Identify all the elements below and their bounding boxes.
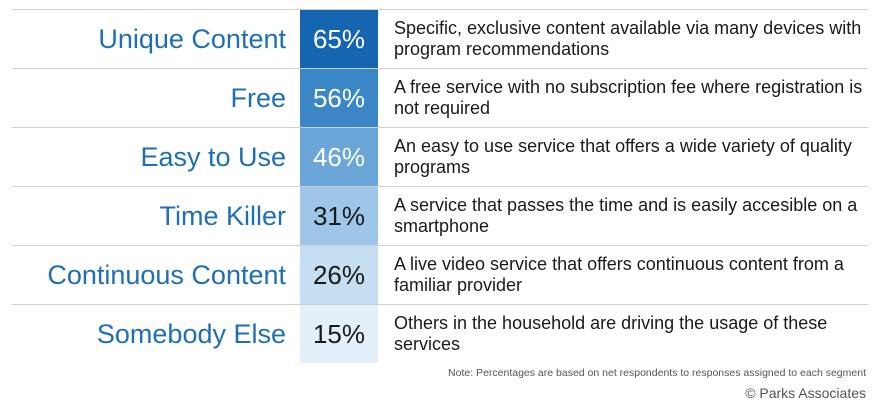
segment-label: Continuous Content [47,259,286,290]
table-row: Free 56% A free service with no subscripti… [12,68,868,127]
segment-description: A free service with no subscription fee … [394,77,863,118]
table-row: Unique Content 65% Specific, exclusive con… [12,9,868,68]
segment-description: A live video service that offers continu… [394,254,844,295]
table-row: Continuous Content 26% A live video servic… [12,245,868,304]
percentage-cell: 65% [300,10,378,68]
segment-description: Others in the household are driving the … [394,313,828,354]
table-row: Somebody Else 15% Others in the household … [12,304,868,363]
segment-description: An easy to use service that offers a wid… [394,136,852,177]
source-credit: © Parks Associates [745,385,866,401]
segment-label: Time Killer [159,200,286,231]
segment-description: Specific, exclusive content available vi… [394,18,862,59]
segment-label: Free [230,82,286,113]
percentage-cell: 46% [300,128,378,186]
segment-table: Unique Content 65% Specific, exclusive con… [12,9,868,363]
table-row: Time Killer 31% A service that passes the … [12,186,868,245]
segment-description: A service that passes the time and is ea… [394,195,858,236]
percentage-cell: 15% [300,305,378,363]
footnote: Note: Percentages are based on net respo… [448,367,866,379]
segment-label: Easy to Use [140,141,286,172]
segment-label: Unique Content [98,23,286,54]
percentage-cell: 26% [300,246,378,304]
percentage-cell: 31% [300,187,378,245]
table-row: Easy to Use 46% An easy to use service tha… [12,127,868,186]
percentage-cell: 56% [300,69,378,127]
segment-label: Somebody Else [96,318,286,349]
